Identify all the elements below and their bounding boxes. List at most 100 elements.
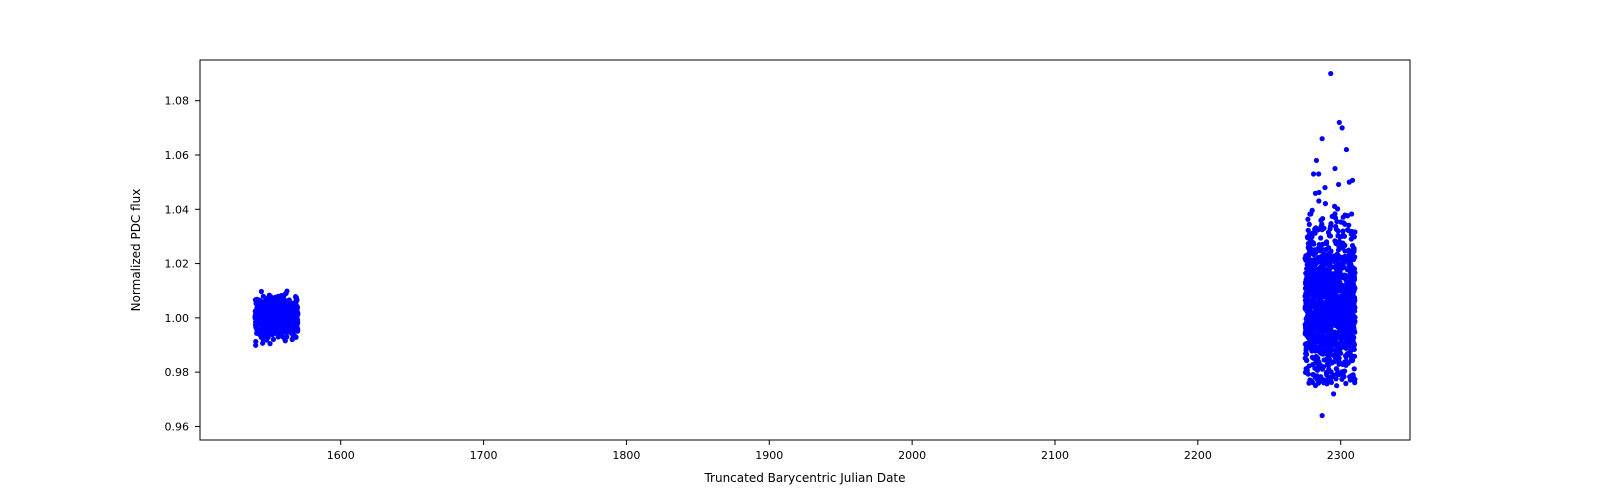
data-point [267, 293, 272, 298]
data-point [1308, 211, 1313, 216]
data-point [284, 334, 289, 339]
data-point [1305, 299, 1310, 304]
data-point [1351, 248, 1356, 253]
data-point [1323, 261, 1328, 266]
data-point [1334, 345, 1339, 350]
data-point [258, 298, 263, 303]
data-point [1330, 291, 1335, 296]
data-point [1341, 243, 1346, 248]
data-point [1323, 323, 1328, 328]
data-point [1334, 268, 1339, 273]
data-point [1334, 310, 1339, 315]
data-point [1306, 323, 1311, 328]
data-point [1312, 274, 1317, 279]
y-tick-label: 0.98 [165, 366, 190, 379]
data-point [1346, 261, 1351, 266]
data-point [1306, 245, 1311, 250]
data-point [1340, 232, 1345, 237]
data-point [1333, 303, 1338, 308]
data-point-outlier [1328, 71, 1333, 76]
data-point [1308, 313, 1313, 318]
data-point-outlier [1320, 136, 1325, 141]
data-point [1316, 312, 1321, 317]
data-point [271, 337, 276, 342]
data-point [1321, 279, 1326, 284]
data-point [1343, 381, 1348, 386]
data-point [1347, 295, 1352, 300]
data-point [1343, 360, 1348, 365]
data-point [1304, 333, 1309, 338]
data-point [1313, 383, 1318, 388]
data-point [1309, 239, 1314, 244]
data-point [1318, 235, 1323, 240]
data-point [1310, 345, 1315, 350]
data-point [1311, 294, 1316, 299]
data-point [1331, 339, 1336, 344]
data-point [1349, 283, 1354, 288]
data-point [1336, 255, 1341, 260]
data-point [1317, 299, 1322, 304]
data-point [1318, 336, 1323, 341]
data-point [1347, 337, 1352, 342]
data-point [1343, 290, 1348, 295]
data-point [273, 299, 278, 304]
data-point [1308, 286, 1313, 291]
x-tick-label: 1900 [755, 449, 783, 462]
data-point [1315, 255, 1320, 260]
data-point [1313, 191, 1318, 196]
data-point [1316, 286, 1321, 291]
data-point [267, 341, 272, 346]
data-point [1321, 364, 1326, 369]
data-point [294, 312, 299, 317]
data-point [1349, 358, 1354, 363]
data-point [1311, 326, 1316, 331]
y-axis-label: Normalized PDC flux [129, 189, 143, 312]
data-point [1332, 321, 1337, 326]
data-point [1350, 243, 1355, 248]
data-point [1306, 234, 1311, 239]
data-point [1338, 306, 1343, 311]
chart-svg: 160017001800190020002100220023000.960.98… [0, 0, 1600, 500]
data-point [1318, 324, 1323, 329]
data-point [1348, 268, 1353, 273]
data-point-outlier [1344, 147, 1349, 152]
data-point [1352, 276, 1357, 281]
data-point [259, 289, 264, 294]
data-point [1305, 252, 1310, 257]
data-point [1306, 228, 1311, 233]
data-point [1304, 352, 1309, 357]
data-point [1352, 380, 1357, 385]
y-tick-label: 1.00 [165, 312, 190, 325]
data-point-outlier [1322, 185, 1327, 190]
y-tick-label: 0.96 [165, 420, 190, 433]
data-point [1316, 171, 1321, 176]
data-point [1330, 275, 1335, 280]
data-point [282, 329, 287, 334]
data-point [1315, 368, 1320, 373]
data-point [1326, 300, 1331, 305]
data-point [1335, 233, 1340, 238]
data-point [1335, 295, 1340, 300]
flux-time-scatter-chart: 160017001800190020002100220023000.960.98… [0, 0, 1600, 500]
data-point [291, 318, 296, 323]
data-point [1318, 349, 1323, 354]
data-point [269, 307, 274, 312]
data-point [1336, 358, 1341, 363]
y-tick-label: 1.04 [165, 203, 190, 216]
data-point [1306, 274, 1311, 279]
data-point [1303, 281, 1308, 286]
data-point [257, 314, 262, 319]
data-point [1343, 278, 1348, 283]
data-point [1324, 241, 1329, 246]
data-point [1324, 339, 1329, 344]
data-point [1332, 204, 1337, 209]
data-point [1311, 263, 1316, 268]
data-point [1352, 366, 1357, 371]
data-point [1328, 221, 1333, 226]
data-point [1350, 345, 1355, 350]
data-point [1333, 224, 1338, 229]
data-point [281, 300, 286, 305]
data-point [1305, 217, 1310, 222]
data-point [1318, 243, 1323, 248]
data-point [1339, 286, 1344, 291]
